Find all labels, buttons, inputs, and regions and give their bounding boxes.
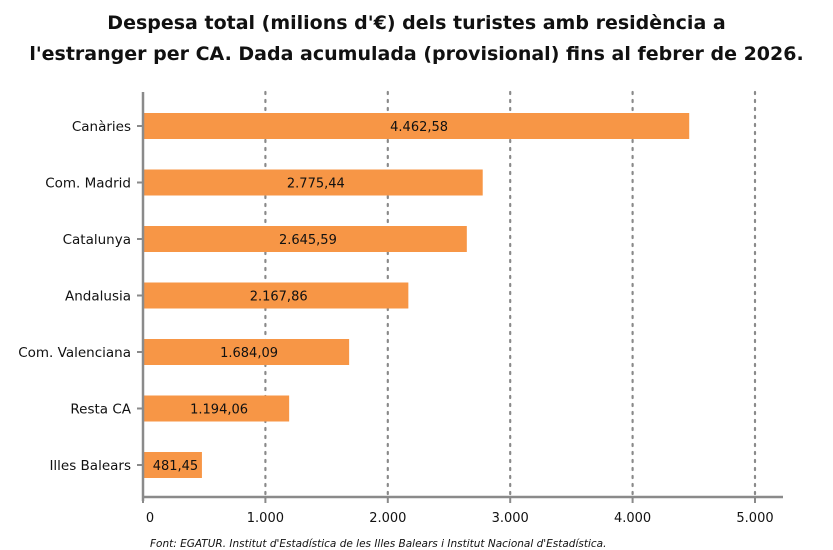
category-label-4: Com. Valenciana (18, 345, 131, 361)
data-label-2: 2.645,59 (279, 233, 337, 248)
chart-title-line-1: Despesa total (milions d'€) dels turiste… (107, 12, 726, 34)
data-label-1: 2.775,44 (287, 177, 345, 192)
bar-0 (143, 113, 690, 139)
x-tick-label-5: 5.000 (736, 511, 773, 526)
bar-3 (143, 282, 409, 309)
data-label-6: 481,45 (153, 459, 199, 474)
bar-1 (143, 169, 483, 196)
data-label-5: 1.194,06 (190, 403, 248, 418)
data-label-4: 1.684,09 (220, 346, 278, 361)
x-tick-label-3: 3.000 (492, 511, 529, 526)
bar-2 (143, 226, 467, 252)
category-label-2: Catalunya (63, 232, 131, 248)
data-label-0: 4.462,58 (390, 120, 448, 135)
category-label-3: Andalusia (65, 289, 131, 305)
category-label-0: Canàries (72, 119, 131, 135)
data-label-3: 2.167,86 (250, 290, 308, 305)
x-tick-label-4: 4.000 (614, 511, 651, 526)
x-tick-label-1: 1.000 (247, 511, 284, 526)
bar-5 (143, 395, 290, 422)
chart-title-line-2: l'estranger per CA. Dada acumulada (prov… (29, 43, 804, 65)
category-label-1: Com. Madrid (45, 176, 131, 192)
category-label-5: Resta CA (70, 402, 131, 418)
category-label-6: Illes Balears (49, 458, 131, 474)
bar-chart: 4.462,58 2.775,44 2.645,59 2.167,86 1.684,09… (18, 90, 783, 526)
bar-6 (143, 452, 202, 478)
bar-4 (143, 339, 350, 365)
source-note: Font: EGATUR. Institut d'Estadística de … (150, 538, 607, 550)
x-tick-label-0: 0 (146, 511, 154, 526)
bars: 4.462,58 2.775,44 2.645,59 2.167,86 1.684,09… (143, 113, 690, 478)
axes: Canàries Com. Madrid Catalunya Andalusia Com… (18, 92, 783, 526)
x-tick-label-2: 2.000 (369, 511, 406, 526)
chart-title: Despesa total (milions d'€) dels turiste… (0, 8, 833, 70)
